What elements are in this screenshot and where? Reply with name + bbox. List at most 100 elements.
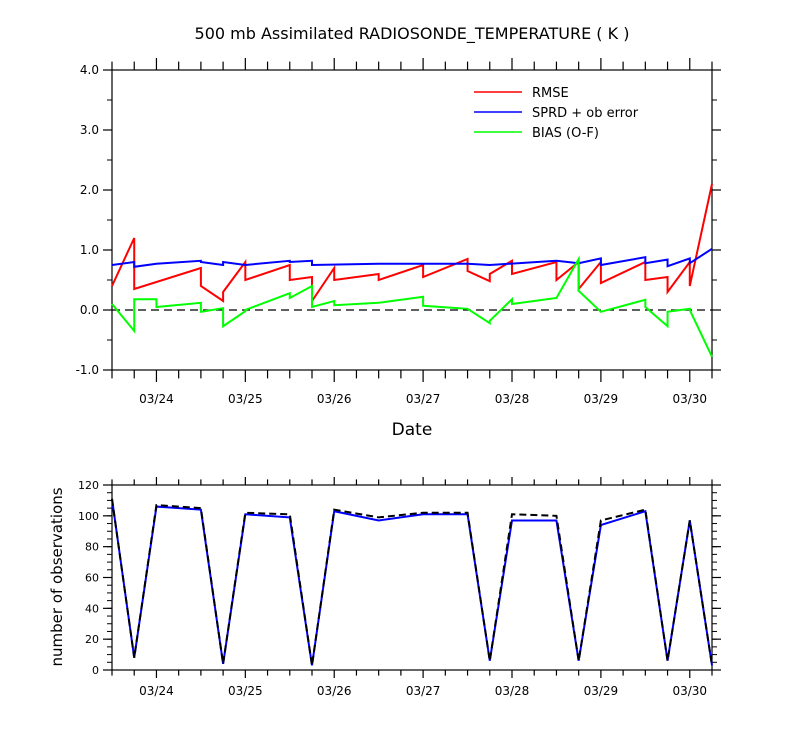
data-point-observations-black-dashed xyxy=(333,509,335,511)
data-point-sprd-ob-error xyxy=(489,264,491,266)
data-point-observations-black-dashed xyxy=(600,520,602,522)
data-point-sprd-ob-error xyxy=(111,264,113,266)
series-line-observations-blue xyxy=(111,498,713,666)
y-axis-label: number of observations xyxy=(48,487,66,666)
data-point-sprd-ob-error xyxy=(133,261,135,263)
x-tick-label: 03/26 xyxy=(317,684,352,698)
x-tick-label: 03/27 xyxy=(406,684,441,698)
data-point-sprd-ob-error xyxy=(311,264,313,266)
data-point-bias-o-f xyxy=(667,311,669,313)
data-point-bias-o-f xyxy=(156,306,158,308)
data-point-sprd-ob-error xyxy=(667,265,669,267)
chart-title: 500 mb Assimilated RADIOSONDE_TEMPERATUR… xyxy=(195,24,630,44)
data-point-sprd-ob-error xyxy=(600,258,602,260)
data-point-observations-black-dashed xyxy=(667,660,669,662)
data-point-rmse xyxy=(378,273,380,275)
data-point-observations-black-dashed xyxy=(311,665,313,667)
data-point-rmse xyxy=(333,279,335,281)
data-point-observations-black-dashed xyxy=(511,513,513,515)
data-point-bias-o-f xyxy=(133,330,135,332)
data-point-bias-o-f xyxy=(578,258,580,260)
data-point-rmse xyxy=(289,264,291,266)
series-line-sprd-ob-error xyxy=(111,247,713,268)
data-point-bias-o-f xyxy=(200,302,202,304)
data-point-rmse xyxy=(111,285,113,287)
data-point-bias-o-f xyxy=(422,305,424,307)
data-point-rmse xyxy=(467,258,469,260)
x-tick-label: 03/24 xyxy=(139,684,174,698)
data-point-bias-o-f xyxy=(222,307,224,309)
data-point-observations-blue xyxy=(200,509,202,511)
x-tick-label: 03/25 xyxy=(228,392,263,406)
data-point-bias-o-f xyxy=(511,298,513,300)
data-point-bias-o-f xyxy=(667,325,669,327)
data-point-sprd-ob-error xyxy=(689,262,691,264)
data-point-rmse xyxy=(133,237,135,239)
legend-label: BIAS (O-F) xyxy=(532,126,599,141)
y-tick-label: -1.0 xyxy=(76,363,99,377)
data-point-rmse xyxy=(689,285,691,287)
data-point-sprd-ob-error xyxy=(645,262,647,264)
data-point-observations-black-dashed xyxy=(133,657,135,659)
data-point-sprd-ob-error xyxy=(311,260,313,262)
data-point-bias-o-f xyxy=(311,285,313,287)
data-point-bias-o-f xyxy=(556,297,558,299)
data-point-rmse xyxy=(133,288,135,290)
data-point-bias-o-f xyxy=(467,308,469,310)
data-point-bias-o-f xyxy=(489,320,491,322)
data-point-sprd-ob-error xyxy=(222,261,224,263)
data-point-bias-o-f xyxy=(333,304,335,306)
data-point-sprd-ob-error xyxy=(667,259,669,261)
data-point-rmse xyxy=(222,300,224,302)
data-point-rmse xyxy=(667,291,669,293)
data-point-rmse xyxy=(333,267,335,269)
data-point-bias-o-f xyxy=(600,311,602,313)
data-point-observations-black-dashed xyxy=(245,512,247,514)
data-point-observations-black-dashed xyxy=(489,660,491,662)
data-point-sprd-ob-error xyxy=(711,248,713,250)
x-tick-label: 03/30 xyxy=(672,684,707,698)
series-line-rmse xyxy=(111,183,713,305)
data-point-sprd-ob-error xyxy=(556,260,558,262)
data-point-sprd-ob-error xyxy=(689,258,691,260)
y-tick-label: 4.0 xyxy=(80,63,99,77)
data-point-observations-black-dashed xyxy=(578,660,580,662)
data-point-sprd-ob-error xyxy=(222,264,224,266)
data-point-rmse xyxy=(378,279,380,281)
y-tick-label: 100 xyxy=(78,510,99,523)
data-point-sprd-ob-error xyxy=(645,256,647,258)
data-point-bias-o-f xyxy=(489,322,491,324)
data-point-rmse xyxy=(200,285,202,287)
y-tick-label: 40 xyxy=(85,602,99,615)
data-point-bias-o-f xyxy=(711,356,713,358)
y-tick-label: 0.0 xyxy=(80,303,99,317)
data-point-bias-o-f xyxy=(511,303,513,305)
data-point-observations-black-dashed xyxy=(556,515,558,517)
y-tick-label: 0 xyxy=(92,664,99,677)
data-point-bias-o-f xyxy=(311,306,313,308)
data-point-rmse xyxy=(556,279,558,281)
data-point-observations-black-dashed xyxy=(645,509,647,511)
data-point-rmse xyxy=(511,273,513,275)
data-point-bias-o-f xyxy=(133,298,135,300)
data-point-observations-black-dashed xyxy=(111,498,113,500)
data-point-rmse xyxy=(222,291,224,293)
x-tick-label: 03/24 xyxy=(139,392,174,406)
data-point-observations-black-dashed xyxy=(200,507,202,509)
data-point-rmse xyxy=(711,183,713,185)
data-point-bias-o-f xyxy=(245,309,247,311)
x-tick-label: 03/28 xyxy=(495,684,530,698)
data-point-sprd-ob-error xyxy=(133,266,135,268)
y-tick-label: 20 xyxy=(85,633,99,646)
data-point-rmse xyxy=(289,279,291,281)
y-tick-label: 3.0 xyxy=(80,123,99,137)
x-tick-label: 03/29 xyxy=(584,684,619,698)
series-line-bias-o-f xyxy=(111,255,713,358)
data-point-bias-o-f xyxy=(689,309,691,311)
data-point-sprd-ob-error xyxy=(200,261,202,263)
data-point-observations-blue xyxy=(378,520,380,522)
data-point-observations-black-dashed xyxy=(467,512,469,514)
data-point-bias-o-f xyxy=(645,306,647,308)
data-point-rmse xyxy=(245,261,247,263)
data-point-bias-o-f xyxy=(289,297,291,299)
